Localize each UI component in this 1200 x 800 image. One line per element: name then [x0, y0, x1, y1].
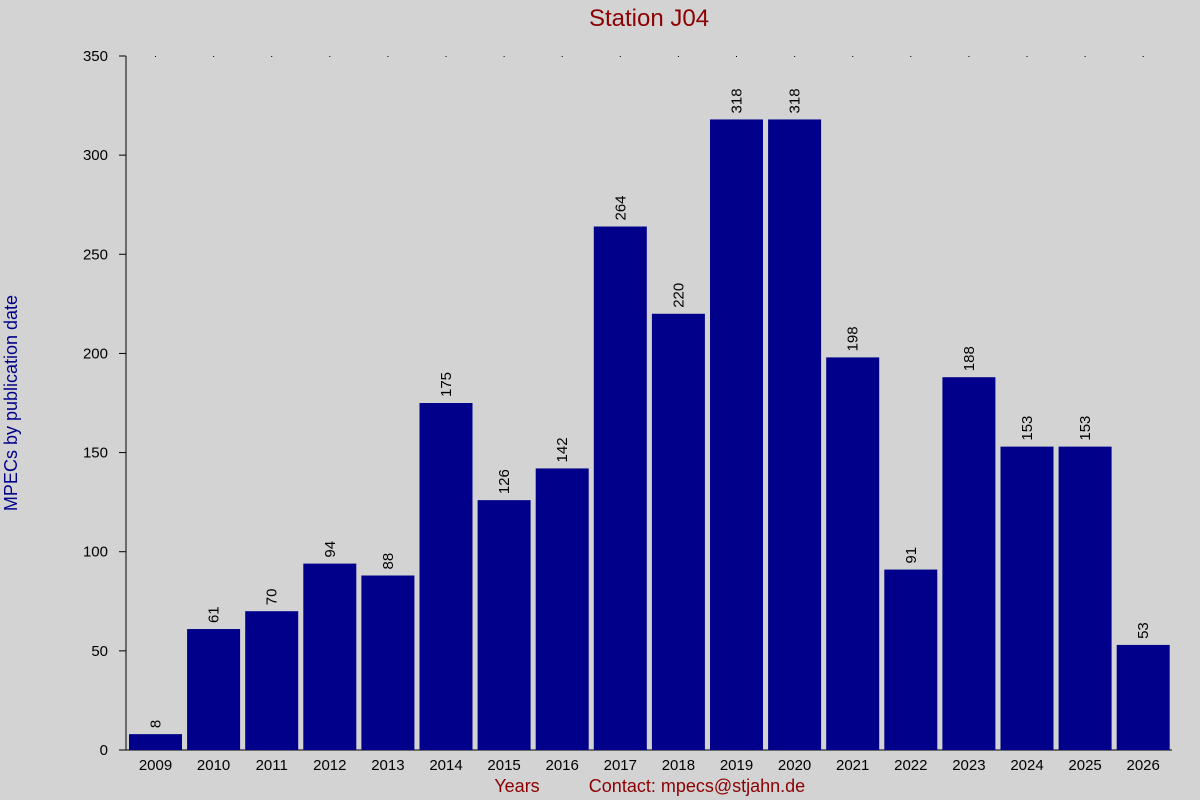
top-tick-dot: [852, 56, 854, 57]
bar-value-label: 53: [1135, 622, 1152, 639]
bar-value-label: 8: [148, 720, 165, 728]
x-tick-label: 2026: [1127, 757, 1160, 774]
top-tick-dot: [1026, 56, 1028, 57]
bar-value-label: 94: [322, 541, 339, 558]
x-tick-label: 2022: [894, 757, 927, 774]
top-tick-dot: [794, 56, 796, 57]
plot-area: 0 50 100 150 200 250 300 350 2009 8 2010 61 2011 70 20…: [83, 48, 1172, 774]
y-tick-label: 50: [91, 643, 108, 660]
bar: [535, 468, 589, 750]
top-tick-dot: [155, 56, 156, 57]
top-tick-dot: [619, 56, 621, 57]
x-tick-label: 2009: [139, 757, 172, 774]
y-tick-label: 350: [83, 48, 108, 65]
bar-value-label: 153: [1077, 416, 1094, 441]
bar: [593, 226, 647, 751]
x-tick-label: 2024: [1010, 757, 1043, 774]
y-tick-label: 0: [100, 742, 108, 759]
x-tick-label: 2021: [836, 757, 869, 774]
bar: [768, 119, 822, 751]
x-tick-label: 2025: [1068, 757, 1101, 774]
chart-title: Station J04: [589, 5, 709, 32]
bar-value-label: 88: [380, 553, 397, 570]
y-axis-label: MPECs by publication date: [1, 295, 21, 511]
bar: [710, 119, 763, 751]
y-tick-label: 250: [83, 246, 108, 263]
y-tick-label: 300: [83, 147, 108, 164]
bar: [303, 563, 357, 750]
top-tick-dot: [968, 56, 970, 57]
bar: [1000, 446, 1054, 750]
x-tick-label: 2023: [952, 757, 985, 774]
x-tick-label: 2015: [487, 757, 520, 774]
bar: [477, 500, 531, 750]
bar-value-label: 153: [1019, 416, 1036, 441]
top-tick-dot: [503, 56, 505, 57]
y-tick-label: 200: [83, 345, 108, 362]
bar: [1116, 644, 1170, 750]
x-tick-label: 2010: [197, 757, 230, 774]
x-tick-label: 2017: [604, 757, 637, 774]
bar-value-label: 142: [554, 437, 571, 462]
y-tick-label: 100: [83, 544, 108, 561]
top-tick-dot: [445, 56, 447, 57]
bar-value-label: 220: [670, 283, 687, 308]
bar-value-label: 175: [438, 372, 455, 397]
x-tick-label: 2016: [546, 757, 579, 774]
bar-value-label: 198: [845, 326, 862, 351]
bar-value-label: 61: [206, 606, 223, 623]
bar: [1058, 446, 1112, 750]
bar-value-label: 318: [729, 88, 746, 113]
top-tick-dot: [910, 56, 912, 57]
top-tick-dot: [271, 56, 273, 57]
x-tick-label: 2013: [371, 757, 404, 774]
bar: [419, 403, 473, 750]
top-tick-dot: [213, 56, 215, 57]
bar-value-label: 188: [961, 346, 978, 371]
x-tick-label: 2019: [720, 757, 753, 774]
x-tick-label: 2020: [778, 757, 811, 774]
top-tick-dot: [329, 56, 331, 57]
bar-value-label: 264: [612, 195, 629, 220]
bar-value-label: 91: [903, 547, 920, 564]
bar: [129, 734, 182, 750]
bar: [361, 575, 415, 750]
contact-text: Contact: mpecs@stjahn.de: [589, 776, 805, 796]
top-tick-dot: [1142, 56, 1144, 57]
top-tick-dot: [561, 56, 563, 57]
top-tick-dot: [736, 56, 737, 57]
bar: [651, 313, 705, 750]
y-tick-label: 150: [83, 445, 108, 462]
x-tick-label: 2014: [429, 757, 462, 774]
bar: [884, 569, 938, 750]
x-tick-label: 2012: [313, 757, 346, 774]
bar-value-label: 318: [787, 88, 804, 113]
top-tick-dot: [677, 56, 679, 57]
x-tick-label: 2018: [662, 757, 695, 774]
bar: [826, 357, 880, 750]
bar-value-label: 70: [264, 589, 281, 606]
bar-value-label: 126: [496, 469, 513, 494]
x-axis-label: Years: [494, 776, 539, 796]
top-tick-dot: [1084, 56, 1086, 57]
bar: [245, 611, 299, 750]
top-tick-dot: [387, 56, 389, 57]
bar: [187, 629, 241, 750]
bar: [942, 377, 996, 750]
x-tick-label: 2011: [256, 757, 288, 774]
